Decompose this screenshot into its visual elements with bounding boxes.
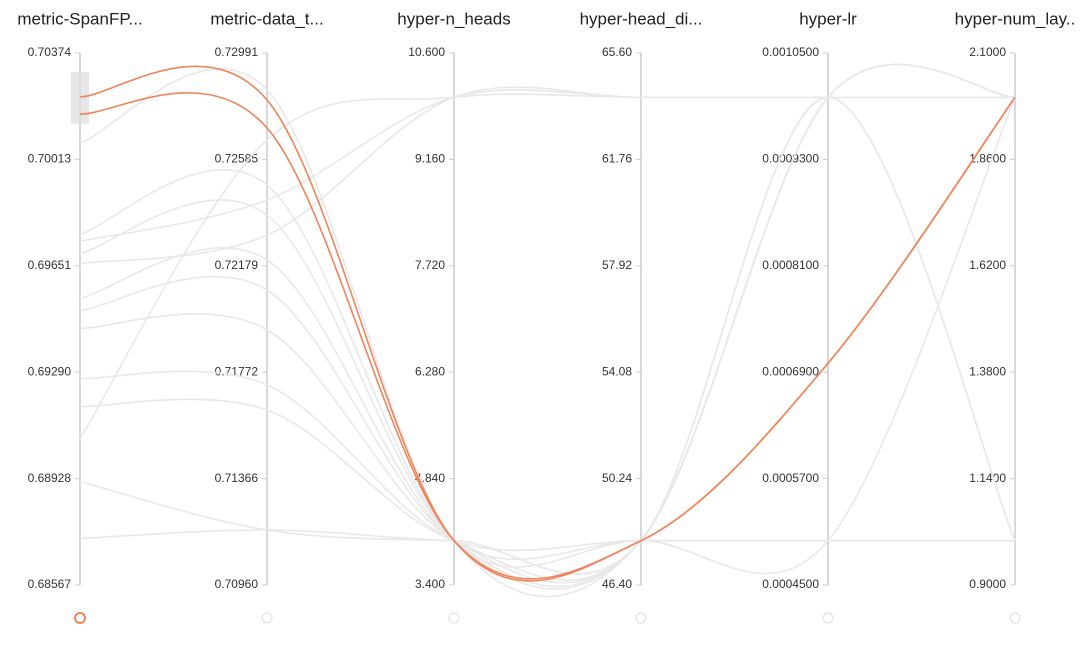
tick-label: 1.8600 xyxy=(969,152,1006,166)
tick-label: 2.1000 xyxy=(969,45,1006,59)
tick-label: 0.70960 xyxy=(215,577,259,591)
axis-title: hyper-lr xyxy=(799,9,857,28)
tick-label: 0.68567 xyxy=(28,577,72,591)
tick-label: 54.08 xyxy=(602,364,632,378)
tick-label: 0.0010500 xyxy=(762,45,819,59)
axis-title: hyper-num_lay.. xyxy=(955,9,1076,28)
series-line xyxy=(79,97,1016,575)
tick-label: 0.0004500 xyxy=(762,577,819,591)
tick-label: 0.0008100 xyxy=(762,258,819,272)
tick-label: 0.0006900 xyxy=(762,364,819,378)
series-line xyxy=(79,63,1016,584)
axis-toggle[interactable] xyxy=(635,612,647,624)
tick-label: 0.71366 xyxy=(215,471,259,485)
tick-label: 0.9000 xyxy=(969,577,1006,591)
tick-label: 1.3800 xyxy=(969,364,1006,378)
tick-label: 50.24 xyxy=(602,471,632,485)
axis-title: hyper-n_heads xyxy=(397,9,510,28)
tick-label: 0.69651 xyxy=(28,258,72,272)
axis-toggle[interactable] xyxy=(261,612,273,624)
tick-label: 0.0009300 xyxy=(762,152,819,166)
tick-label: 0.0005700 xyxy=(762,471,819,485)
tick-label: 57.92 xyxy=(602,258,632,272)
tick-label: 65.60 xyxy=(602,45,632,59)
series-line xyxy=(79,63,1016,598)
tick-label: 0.72991 xyxy=(215,45,259,59)
tick-label: 6.280 xyxy=(415,364,445,378)
axis-toggle[interactable] xyxy=(74,612,86,624)
series-line xyxy=(79,93,1015,440)
series-line xyxy=(79,96,1016,590)
axis-toggle[interactable] xyxy=(1009,612,1021,624)
axis-title: hyper-head_di... xyxy=(580,9,703,28)
series-line xyxy=(79,88,1015,243)
tick-label: 1.6200 xyxy=(969,258,1006,272)
tick-label: 4.840 xyxy=(415,471,445,485)
series-line xyxy=(79,63,1016,575)
tick-label: 7.720 xyxy=(415,258,445,272)
tick-label: 0.68928 xyxy=(28,471,72,485)
series-line xyxy=(79,63,1016,588)
tick-label: 0.70374 xyxy=(28,45,72,59)
axis-title: metric-data_t... xyxy=(210,9,323,28)
axis-toggle[interactable] xyxy=(448,612,460,624)
series-line xyxy=(79,92,1016,580)
series-line xyxy=(79,398,1015,552)
tick-label: 0.71772 xyxy=(215,364,259,378)
tick-label: 0.72179 xyxy=(215,258,259,272)
tick-label: 61.76 xyxy=(602,152,632,166)
tick-label: 0.70013 xyxy=(28,151,72,165)
axis-title: metric-SpanFP... xyxy=(17,9,142,28)
tick-label: 0.72585 xyxy=(215,152,259,166)
tick-label: 9.160 xyxy=(415,152,445,166)
axis-toggles xyxy=(74,612,1021,624)
tick-label: 10.600 xyxy=(408,45,445,59)
tick-label: 1.1400 xyxy=(969,471,1006,485)
series-line xyxy=(79,86,1015,265)
series-line xyxy=(79,65,1016,582)
tick-label: 46.40 xyxy=(602,577,632,591)
tick-label: 3.400 xyxy=(415,577,445,591)
tick-label: 0.69290 xyxy=(28,364,72,378)
brush xyxy=(71,72,89,124)
axis-toggle[interactable] xyxy=(822,612,834,624)
series-line xyxy=(79,63,1016,575)
